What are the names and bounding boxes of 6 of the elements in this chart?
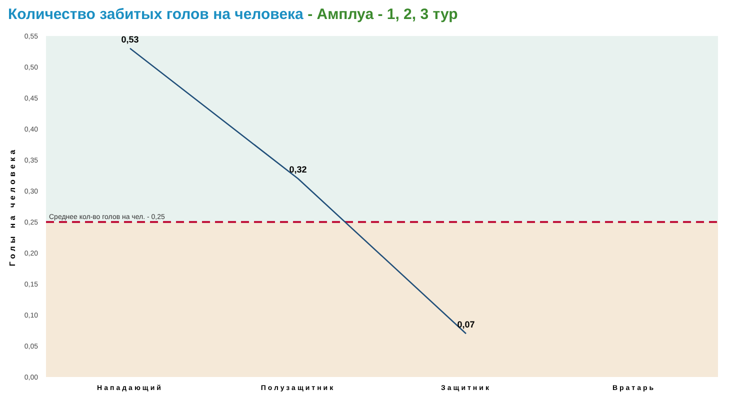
chart-title: Количество забитых голов на человека <box>8 6 304 23</box>
chart-subtitle: - Амплуа - 1, 2, 3 тур <box>306 6 458 23</box>
data-label: 0,32 <box>289 164 307 175</box>
y-axis-title: Голы на человека <box>8 146 17 266</box>
data-label: 0,07 <box>457 320 475 330</box>
data-label: 0,53 <box>121 34 139 44</box>
